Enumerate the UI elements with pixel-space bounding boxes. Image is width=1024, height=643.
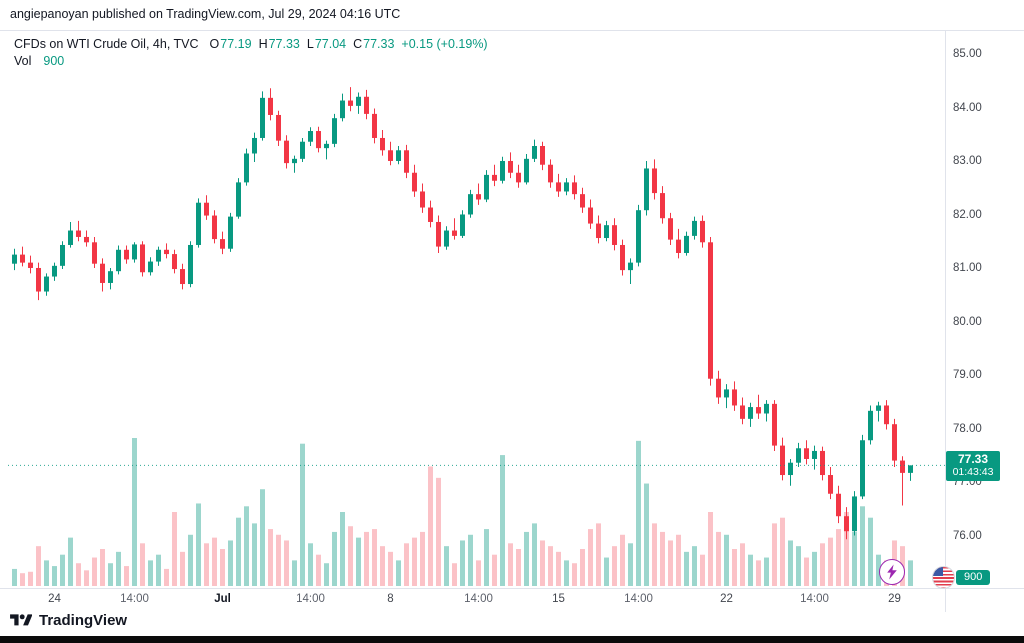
price-axis-label: 78.00 [953,422,982,435]
time-axis-label: 29 [888,593,901,605]
bar-countdown: 01:43:43 [952,466,994,479]
time-axis-label: 14:00 [464,593,493,605]
symbol-title[interactable]: CFDs on WTI Crude Oil, 4h, TVC [14,37,199,51]
volume-label: Vol [14,54,32,68]
ohlc-high: H 77.33 [258,37,300,51]
price-axis-divider [945,30,946,612]
price-change: +0.15 (+0.19%) [401,37,488,51]
footer: TradingView [10,612,127,629]
price-axis[interactable]: 85.00 84.00 83.00 82.00 81.00 80.00 79.00 78.00… [946,0,1024,612]
lightning-icon [887,564,897,580]
time-axis-label: 14:00 [296,593,325,605]
time-axis-label: 15 [552,593,565,605]
price-axis-label: 84.00 [953,101,982,114]
flash-button[interactable] [879,559,905,585]
volume-series [12,438,913,586]
time-axis-label: 14:00 [624,593,653,605]
candlestick-series [12,87,913,540]
time-axis-label: 22 [720,593,733,605]
time-axis-label: 8 [387,593,394,605]
price-axis-label: 79.00 [953,369,982,382]
ohlc-low: L 77.04 [306,37,347,51]
price-axis-label: 83.00 [953,155,982,168]
price-axis-label: 82.00 [953,208,982,221]
tradingview-logo-text[interactable]: TradingView [39,612,128,629]
price-axis-label: 85.00 [953,48,982,61]
us-flag-icon[interactable] [932,566,955,589]
price-axis-label: 81.00 [953,262,982,275]
ohlc-open: O 77.19 [209,37,252,51]
time-axis-label: 14:00 [800,593,829,605]
price-axis-label: 80.00 [953,315,982,328]
flag-canton [933,567,943,576]
bottom-bar [0,636,1024,643]
attribution-text: angiepanoyan published on TradingView.co… [10,7,401,21]
time-axis-label: Jul [214,593,231,605]
volume-axis-badge: 900 [956,570,991,585]
price-axis-label: 76.00 [953,529,982,542]
time-axis-divider [0,588,1024,589]
last-price-badge: 77.33 01:43:43 [946,451,1000,482]
time-axis-label: 24 [48,593,61,605]
header-divider [0,30,1024,31]
tradingview-logo-icon[interactable] [10,612,32,629]
time-axis[interactable]: 24 14:00 Jul 14:00 8 14:00 15 14:00 22 14:00 29 [0,588,1024,612]
last-price-value: 77.33 [957,452,989,467]
time-axis-label: 14:00 [120,593,149,605]
volume-value: 900 [43,54,65,68]
ohlc-close: C 77.33 [353,37,395,51]
